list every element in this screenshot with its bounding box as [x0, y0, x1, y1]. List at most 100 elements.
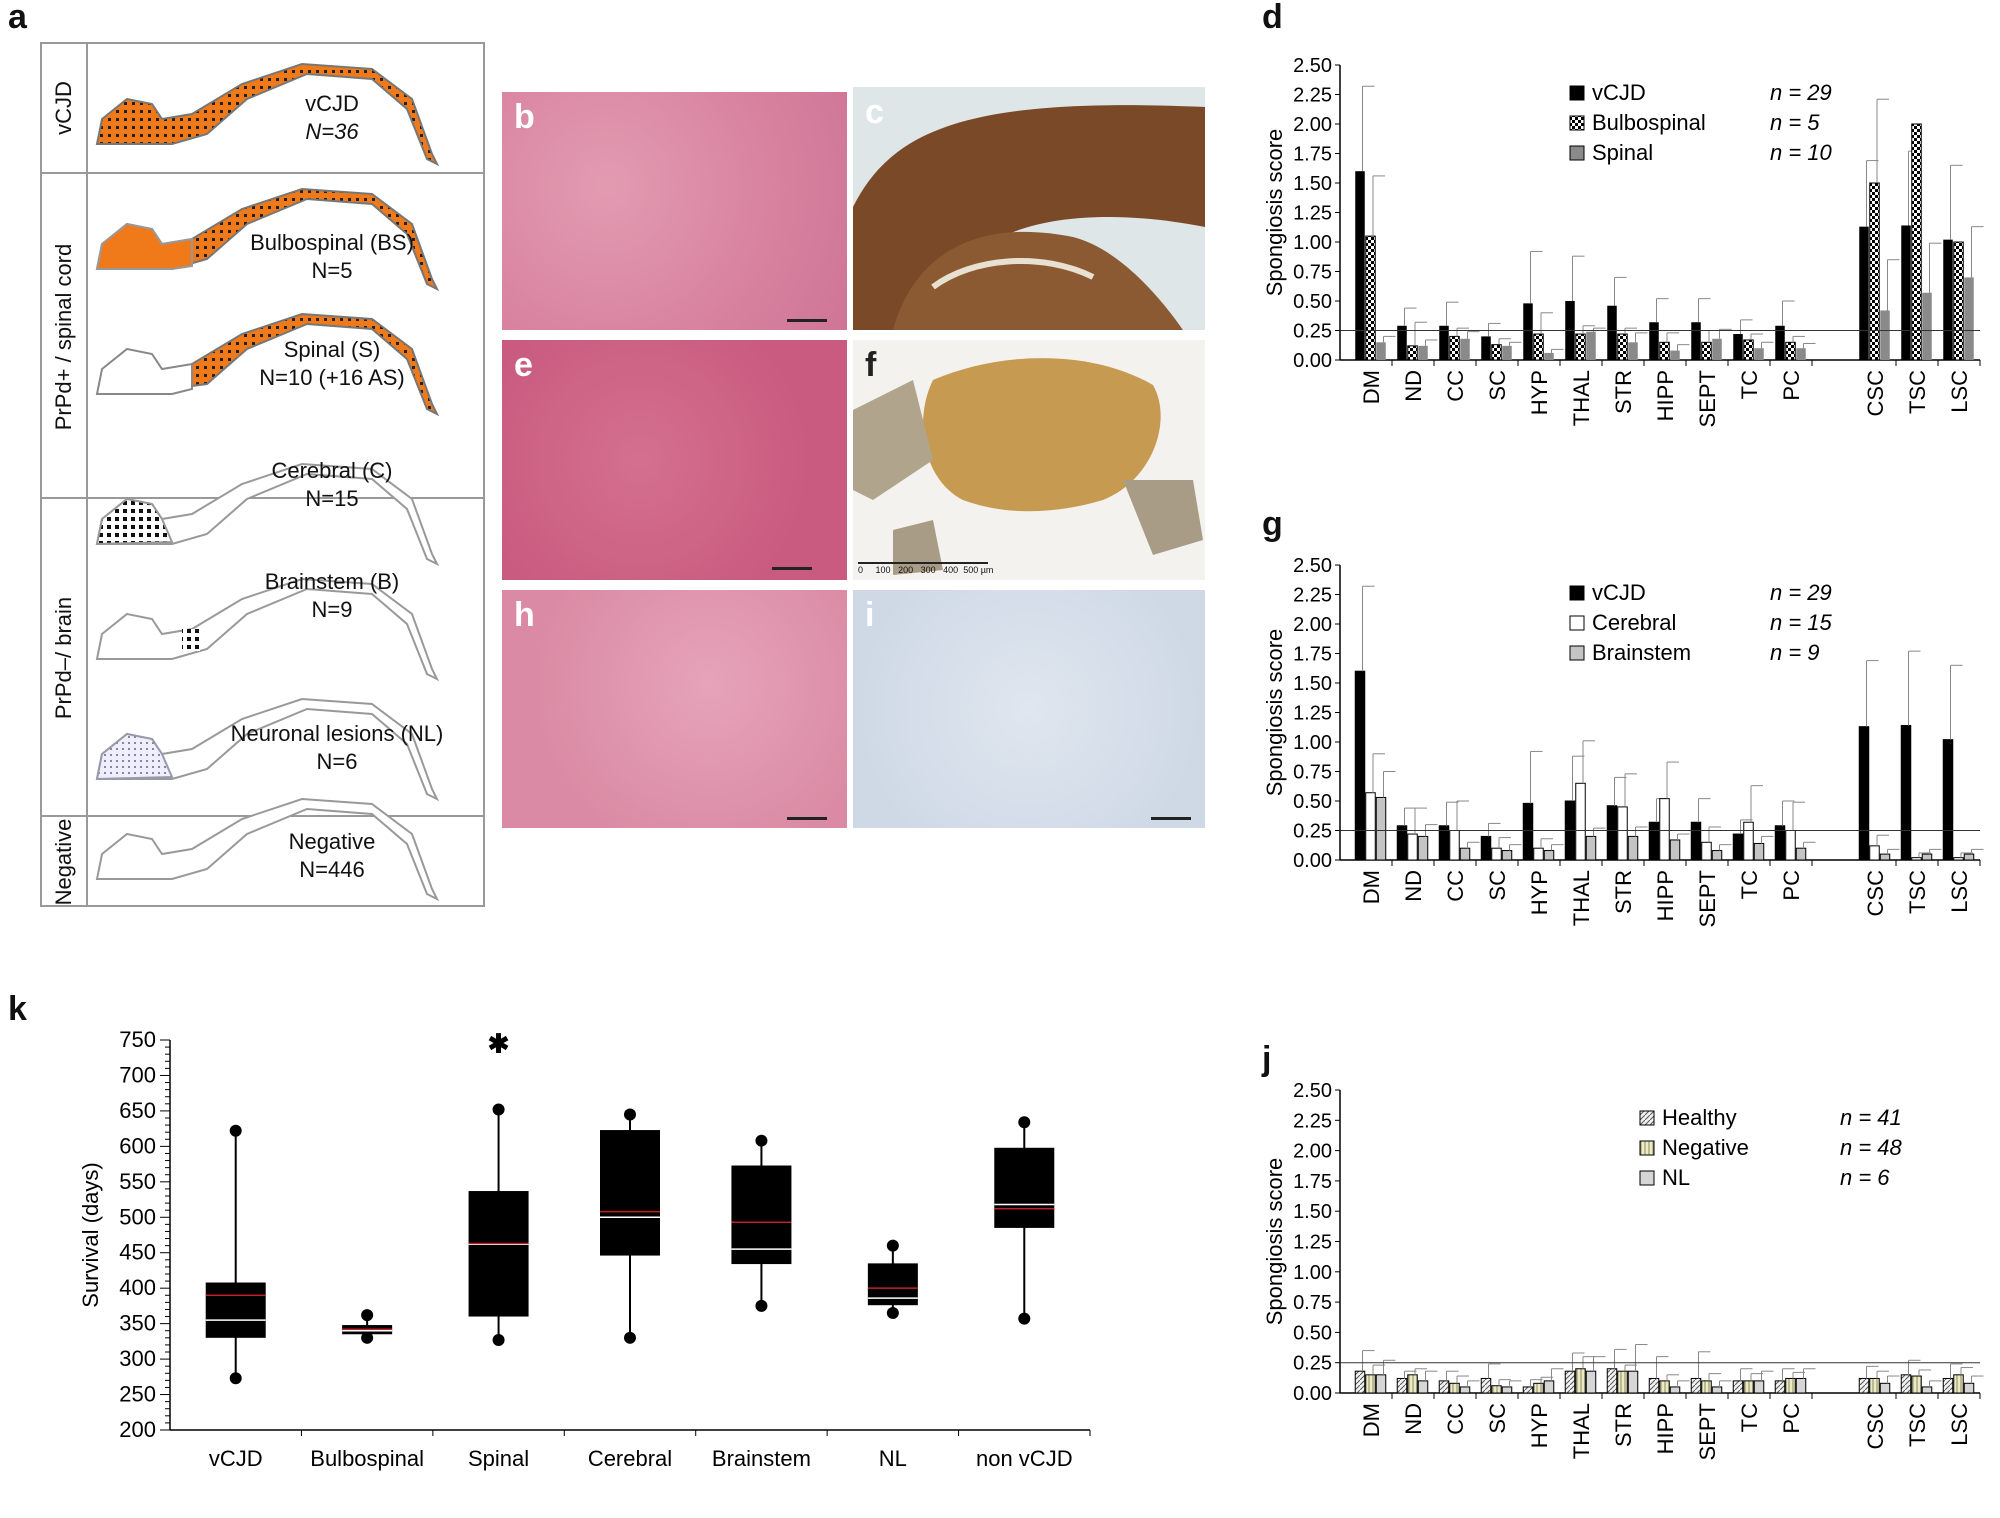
bar-vcjd: [1774, 825, 1786, 861]
bar-vcjd: [1649, 322, 1659, 360]
legend-count: n = 5: [1770, 110, 1820, 135]
x-tick-label: DM: [1359, 870, 1384, 904]
bar-spinal: [1964, 277, 1974, 360]
group-count: N=446: [299, 857, 365, 882]
hippocampus-ihc: [853, 105, 1205, 330]
legend-label: vCJD: [1592, 80, 1646, 105]
chart-k-survival: 200 250 300 350 400 450 500 550 600 650 700 750 Surv…: [78, 1030, 1091, 1471]
scale-bar: [772, 567, 812, 570]
scale-bar: [787, 817, 827, 820]
y-tick-label: 1.50: [1293, 1201, 1332, 1223]
micrograph-b: b: [502, 92, 847, 330]
outlier-point: [1018, 1116, 1031, 1129]
y-tick-label: 1.25: [1293, 1232, 1332, 1254]
bar-bulbospinal: [1365, 235, 1376, 361]
bar-spinal: [1670, 350, 1680, 360]
scale-bar: [787, 319, 827, 322]
bar-spinal: [1754, 348, 1764, 360]
y-tick-label: 250: [119, 1382, 156, 1407]
y-tick-label: 0.00: [1293, 1383, 1332, 1405]
bar-spinal: [1586, 331, 1596, 360]
bar-nl: [1795, 1377, 1807, 1394]
group-name: vCJD: [305, 91, 359, 116]
bar-cerebral: [1365, 792, 1376, 861]
y-tick-label: 1.25: [1293, 203, 1332, 225]
x-tick-label: PC: [1779, 1403, 1804, 1434]
y-tick-label: 1.00: [1293, 1262, 1332, 1284]
bar-brainstem: [1585, 835, 1597, 861]
row-prpd-minus: PrPd–/ brain: [42, 497, 483, 817]
x-tick-label: PC: [1779, 870, 1804, 901]
bar-cerebral: [1575, 782, 1586, 861]
x-tick-label: CC: [1443, 1403, 1468, 1435]
group-count: N=9: [311, 597, 353, 622]
box: [994, 1147, 1055, 1228]
bar-cerebral: [1953, 857, 1964, 861]
bar-cerebral: [1911, 857, 1922, 861]
x-tick-label: CC: [1443, 370, 1468, 402]
bar-bulbospinal: [1407, 345, 1418, 361]
bar-cerebral: [1533, 847, 1544, 861]
outlier-point: [361, 1309, 374, 1322]
x-tick-label: LSC: [1947, 1403, 1972, 1446]
bar-healthy: [1774, 1380, 1786, 1394]
bar-spinal: [1460, 338, 1470, 360]
x-tick-label: TC: [1737, 370, 1762, 399]
legend-swatch: [1639, 1170, 1655, 1186]
x-tick-label: THAL: [1569, 370, 1594, 426]
group-name: Cerebral (C): [271, 458, 393, 483]
scale-tick: 400: [943, 565, 959, 575]
bar-brainstem: [1501, 850, 1513, 861]
y-tick-label: 2.25: [1293, 85, 1332, 107]
bar-cerebral: [1491, 847, 1502, 861]
scale-tick: 300: [920, 565, 936, 575]
y-axis-label: Spongiosis score: [1262, 129, 1287, 297]
y-tick-label: 350: [119, 1311, 156, 1336]
group-name: Neuronal lesions (NL): [230, 721, 444, 746]
bar-vcjd: [1859, 226, 1869, 360]
x-tick-label: SEPT: [1695, 370, 1720, 427]
bar-brainstem: [1921, 853, 1933, 861]
outlier-point: [755, 1134, 768, 1147]
panel-letter-j: j: [1262, 1040, 1272, 1078]
schematic-bulbospinal: [95, 187, 440, 292]
bar-brainstem: [1375, 796, 1387, 861]
legend-count: n = 29: [1770, 580, 1832, 605]
bar-nl: [1921, 1386, 1933, 1394]
bar-vcjd: [1438, 825, 1450, 861]
legend-label: Cerebral: [1592, 610, 1676, 635]
panel-letter-g: g: [1262, 505, 1283, 543]
bar-healthy: [1900, 1374, 1912, 1394]
bar-vcjd: [1439, 325, 1449, 360]
bar-negative: [1743, 1380, 1754, 1394]
micrograph-i: i: [853, 590, 1205, 828]
x-tick-label: SEPT: [1695, 1403, 1720, 1460]
bar-negative: [1785, 1377, 1796, 1394]
scale-tick: 100: [875, 565, 891, 575]
bar-brainstem: [1753, 842, 1765, 861]
bar-brainstem: [1459, 847, 1471, 861]
bar-spinal: [1922, 292, 1932, 360]
y-tick-label: 2.25: [1293, 585, 1332, 607]
y-tick-label: 2.00: [1293, 1141, 1332, 1163]
y-tick-label: 2.50: [1293, 555, 1332, 577]
x-tick-label: HYP: [1527, 870, 1552, 915]
bar-nl: [1501, 1386, 1513, 1394]
y-tick-label: 0.50: [1293, 791, 1332, 813]
bar-healthy: [1942, 1377, 1954, 1394]
outlier-point: [624, 1331, 636, 1344]
panel-letter-f: f: [865, 346, 877, 384]
bar-bulbospinal: [1953, 241, 1964, 361]
y-tick-label: 2.00: [1293, 114, 1332, 136]
y-tick-label: 1.50: [1293, 673, 1332, 695]
x-tick-label: THAL: [1569, 1403, 1594, 1459]
group-negative: Negative N=446: [202, 828, 462, 884]
micrograph-e: e: [502, 340, 847, 580]
bar-negative: [1533, 1382, 1544, 1394]
bar-healthy: [1354, 1370, 1366, 1394]
x-tick-label: NL: [879, 1446, 907, 1471]
bar-nl: [1627, 1370, 1639, 1394]
panel-letter-i: i: [865, 596, 875, 634]
bar-vcjd: [1648, 821, 1660, 861]
y-tick-label: 600: [119, 1133, 156, 1158]
